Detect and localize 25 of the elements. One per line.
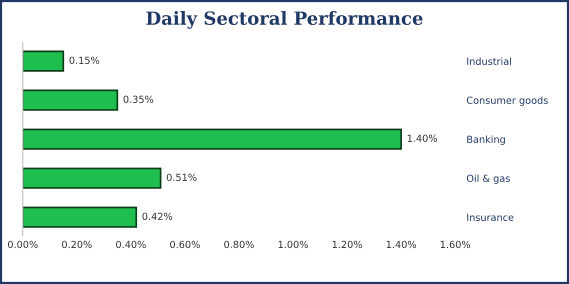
bar xyxy=(22,50,64,72)
bar xyxy=(22,128,402,150)
bar xyxy=(22,90,118,111)
y-tick-label: Consumer goods xyxy=(466,96,548,106)
y-tick-label: Banking xyxy=(467,135,505,145)
x-tick-label: 0.20% xyxy=(62,240,92,248)
x-tick-label: 0.00% xyxy=(8,240,38,248)
x-tick-label: 1.40% xyxy=(386,240,416,248)
x-tick-label: 0.80% xyxy=(224,240,254,248)
chart-title: Daily Sectoral Performance xyxy=(146,11,423,29)
x-tick-label: 0.60% xyxy=(170,240,200,248)
y-tick-label: Industrial xyxy=(467,57,511,65)
x-tick-label: 1.20% xyxy=(332,240,362,248)
y-tick-label: Oil & gas xyxy=(466,174,510,184)
bar xyxy=(22,168,162,189)
data-label: 1.40% xyxy=(408,134,438,142)
x-tick-label: 1.60% xyxy=(440,240,470,248)
y-tick-label: Insurance xyxy=(467,214,514,222)
x-tick-label: 1.00% xyxy=(278,240,308,248)
data-label: 0.42% xyxy=(142,212,172,220)
data-label: 0.35% xyxy=(124,96,154,103)
data-label: 0.15% xyxy=(70,56,100,64)
x-tick-label: 0.40% xyxy=(116,240,146,248)
data-label: 0.51% xyxy=(166,174,197,181)
bar xyxy=(22,206,138,228)
